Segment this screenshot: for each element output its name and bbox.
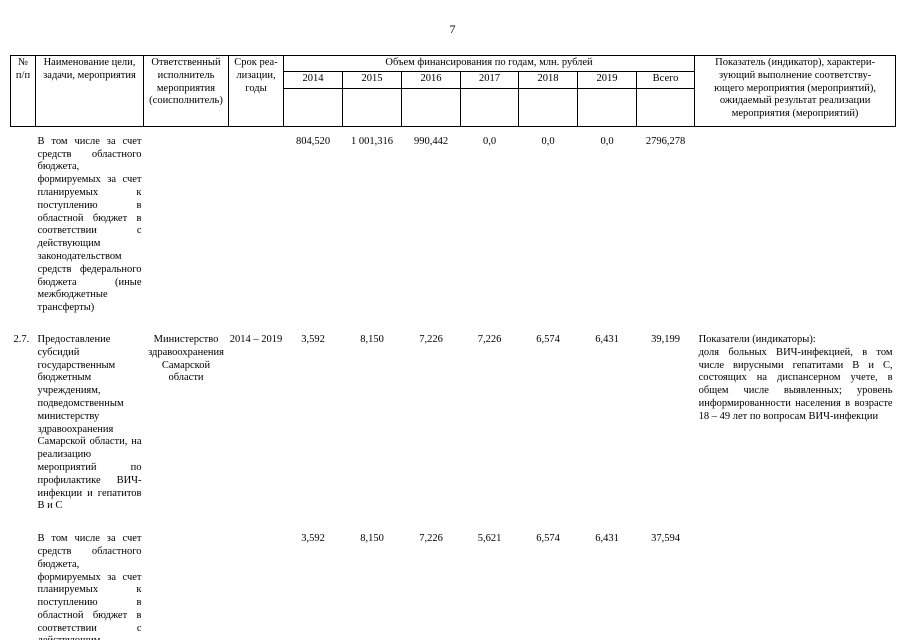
header-year-2015: 2015 xyxy=(342,70,402,89)
row-period xyxy=(229,513,284,640)
header-name: Наименование цели, задачи, мероприятия xyxy=(35,55,144,127)
header-period: Срок реа- лизации, годы xyxy=(228,55,284,127)
row-value-2017: 5,621 xyxy=(477,533,502,545)
header-year-2019: 2019 xyxy=(577,70,637,89)
header-filler-cell xyxy=(283,87,343,127)
row-value-2015: 8,150 xyxy=(360,333,384,345)
row-name: В том числе за счет средств областного б… xyxy=(37,533,142,640)
header-num: № п/п xyxy=(10,55,36,127)
row-value-2017: 0,0 xyxy=(482,135,497,147)
row-value-2016: 7,226 xyxy=(419,333,443,345)
row-num xyxy=(11,126,36,315)
header-year-2014: 2014 xyxy=(283,70,343,89)
header-row-filler xyxy=(11,87,896,127)
header-year-2018: 2018 xyxy=(518,70,578,89)
row-name: Предоставление субсидий государственным … xyxy=(37,333,142,512)
header-row-top: № п/п Наименование цели, задачи, меропри… xyxy=(10,55,897,127)
header-filler-cell xyxy=(460,87,519,127)
header-indicator: Показатель (индикатор), характери- зующи… xyxy=(694,55,897,127)
row-name: В том числе за счет средств областного б… xyxy=(37,135,142,314)
row-value-total: 39,199 xyxy=(651,333,680,345)
row-value-2016: 990,442 xyxy=(413,135,449,147)
row-value-2015: 8,150 xyxy=(360,533,384,545)
row-indicator xyxy=(695,513,896,640)
row-value-2018: 6,574 xyxy=(536,533,560,545)
table-row: В том числе за счет средств областного б… xyxy=(11,513,896,640)
row-value-2018: 0,0 xyxy=(541,135,555,147)
header-year-2016: 2016 xyxy=(401,70,461,89)
row-value-2019: 0,0 xyxy=(600,135,614,147)
header-filler-cell xyxy=(342,87,402,127)
row-value-2019: 6,431 xyxy=(595,533,619,545)
table-body: В том числе за счет средств областного б… xyxy=(11,126,896,640)
row-value-total: 2796,278 xyxy=(645,135,686,147)
row-value-2018: 6,574 xyxy=(536,333,560,345)
header-financing: Объем финансирования по годам, млн. рубл… xyxy=(282,55,696,72)
header-year-total: Всего xyxy=(635,70,696,89)
row-value-2014: 804,520 xyxy=(295,135,331,147)
row-value-total: 37,594 xyxy=(651,533,680,545)
header-filler-cell xyxy=(577,87,637,127)
header-filler-cell xyxy=(518,87,578,127)
indicator-body: доля больных ВИЧ-инфекцией, в том числе … xyxy=(698,346,893,422)
row-indicator xyxy=(695,126,896,315)
table-row: 2.7. Предоставление субсидий государстве… xyxy=(11,315,896,513)
row-num xyxy=(11,513,36,640)
row-executor: Министерство здравоохранения Самарской о… xyxy=(148,333,224,384)
row-executor xyxy=(144,513,229,640)
financing-table: № п/п Наименование цели, задачи, меропри… xyxy=(10,55,897,640)
row-value-2016: 7,226 xyxy=(419,533,443,545)
row-value-2014: 3,592 xyxy=(301,533,325,545)
row-period: 2014 – 2019 xyxy=(229,333,283,345)
page-number: 7 xyxy=(449,22,456,36)
table-row: В том числе за счет средств областного б… xyxy=(11,126,896,315)
header-filler-cell xyxy=(401,87,461,127)
row-executor xyxy=(144,126,229,315)
header-row-years: 2014 2015 2016 2017 2018 2019 Всего xyxy=(11,70,896,89)
row-value-2015: 1 001,316 xyxy=(351,135,393,147)
header-filler-cell xyxy=(635,87,696,127)
row-num: 2.7. xyxy=(13,333,30,345)
header-executor: Ответственный исполнитель мероприятия (с… xyxy=(143,55,229,127)
indicator-title: Показатели (индикаторы): xyxy=(698,333,816,345)
table-header: № п/п Наименование цели, задачи, меропри… xyxy=(10,55,897,127)
row-value-2017: 7,226 xyxy=(477,333,502,345)
row-value-2019: 6,431 xyxy=(595,333,619,345)
header-year-2017: 2017 xyxy=(460,70,519,89)
row-period xyxy=(229,126,284,315)
row-indicator: Показатели (индикаторы): доля больных ВИ… xyxy=(695,315,896,513)
row-value-2014: 3,592 xyxy=(301,333,325,345)
